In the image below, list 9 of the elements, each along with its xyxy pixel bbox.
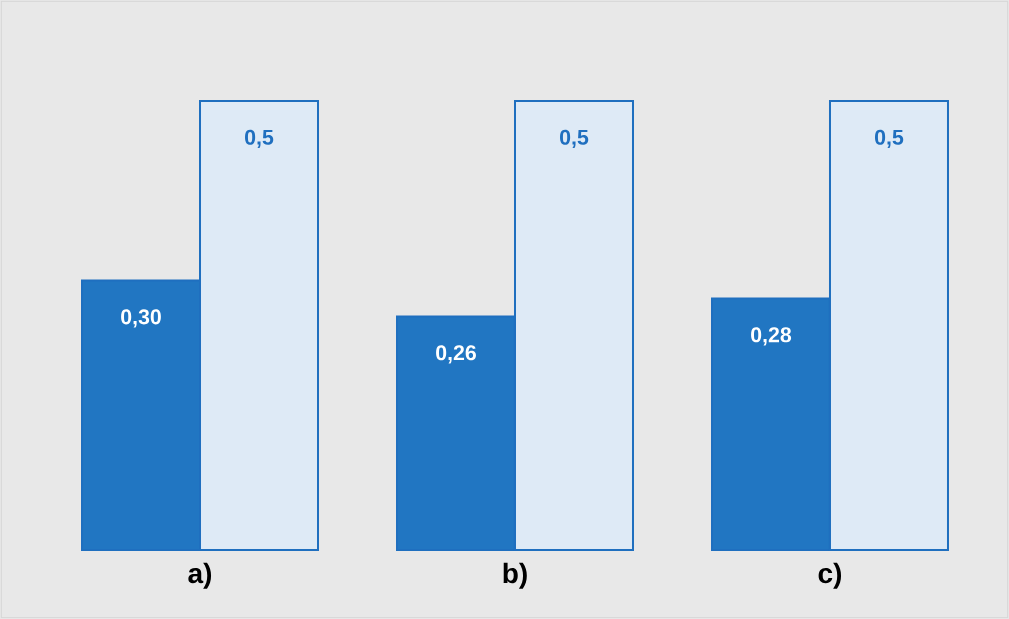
data-label: 0,26 <box>436 345 476 364</box>
data-label: 0,5 <box>245 129 274 148</box>
x-tick-label: c) <box>818 562 842 589</box>
x-tick-label: a) <box>188 562 212 589</box>
data-label: 0,5 <box>560 129 589 148</box>
x-tick-label: b) <box>503 562 527 589</box>
data-label: 0,28 <box>751 327 792 346</box>
data-label: 0,5 <box>875 129 904 148</box>
data-label: 0,30 <box>121 309 161 328</box>
